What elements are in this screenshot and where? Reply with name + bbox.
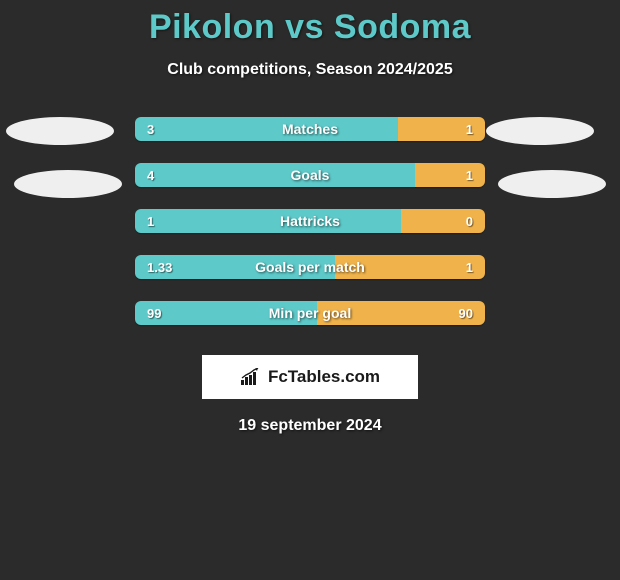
avatar-ellipse bbox=[6, 117, 114, 145]
stat-bar-right: 1 bbox=[398, 117, 486, 141]
stat-right-value: 1 bbox=[466, 260, 485, 275]
stat-right-value: 0 bbox=[466, 214, 485, 229]
stat-bar-left: 1 bbox=[135, 209, 401, 233]
stat-right-value: 1 bbox=[466, 122, 485, 137]
stat-left-value: 99 bbox=[135, 306, 161, 321]
comparison-card: Pikolon vs Sodoma Club competitions, Sea… bbox=[0, 0, 620, 435]
avatar-ellipse bbox=[14, 170, 122, 198]
stat-left-value: 1.33 bbox=[135, 260, 172, 275]
source-logo: FcTables.com bbox=[202, 355, 418, 399]
stat-left-value: 4 bbox=[135, 168, 154, 183]
stat-bar: 3 1 Matches bbox=[135, 117, 485, 141]
stat-right-value: 1 bbox=[466, 168, 485, 183]
subtitle: Club competitions, Season 2024/2025 bbox=[0, 61, 620, 79]
stat-bar-right: 0 bbox=[401, 209, 485, 233]
avatar-ellipse bbox=[486, 117, 594, 145]
stat-right-value: 90 bbox=[459, 306, 485, 321]
stat-bar-right: 1 bbox=[335, 255, 486, 279]
source-logo-text: FcTables.com bbox=[268, 367, 380, 387]
stat-bar-right: 1 bbox=[415, 163, 485, 187]
stat-bar-left: 4 bbox=[135, 163, 415, 187]
stat-bar: 4 1 Goals bbox=[135, 163, 485, 187]
stat-bar-left: 99 bbox=[135, 301, 317, 325]
stat-bar: 1 0 Hattricks bbox=[135, 209, 485, 233]
stat-left-value: 1 bbox=[135, 214, 154, 229]
stat-bar-left: 3 bbox=[135, 117, 398, 141]
stat-bar: 99 90 Min per goal bbox=[135, 301, 485, 325]
page-title: Pikolon vs Sodoma bbox=[0, 8, 620, 47]
date-text: 19 september 2024 bbox=[238, 417, 381, 435]
chart-area: 3 1 Matches 4 1 Goals 1 0 Hattricks 1.33… bbox=[0, 117, 620, 435]
avatar-ellipse bbox=[498, 170, 606, 198]
stat-bar-right: 90 bbox=[317, 301, 485, 325]
chart-icon bbox=[240, 368, 262, 386]
stat-left-value: 3 bbox=[135, 122, 154, 137]
stat-bar-left: 1.33 bbox=[135, 255, 335, 279]
stat-bar: 1.33 1 Goals per match bbox=[135, 255, 485, 279]
